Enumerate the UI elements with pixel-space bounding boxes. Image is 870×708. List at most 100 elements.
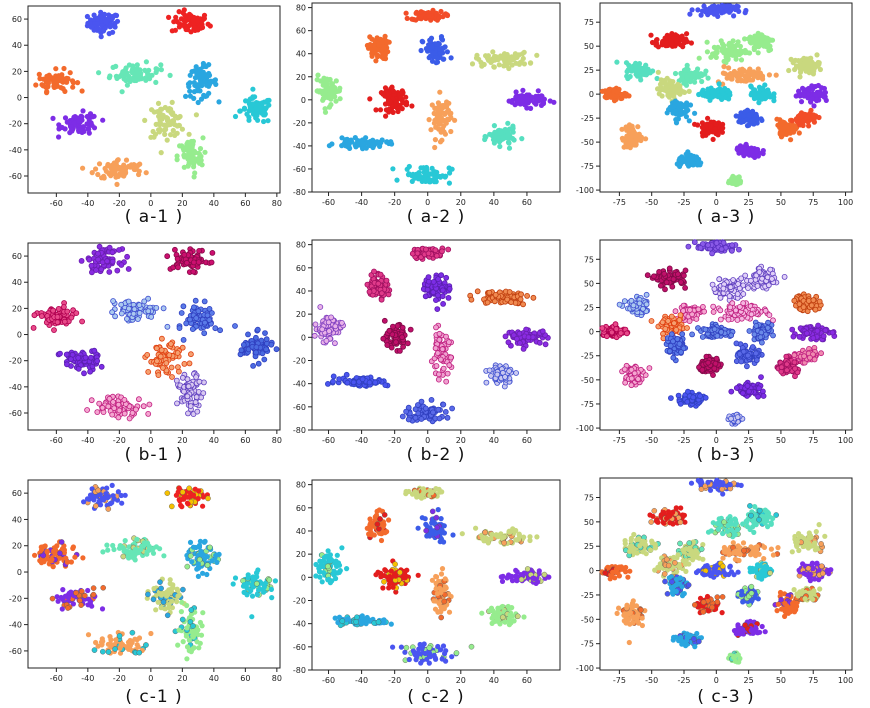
scatter-point xyxy=(710,129,716,135)
scatter-point xyxy=(716,276,723,283)
scatter-point xyxy=(209,249,216,256)
scatter-point xyxy=(436,114,442,120)
scatter-point xyxy=(655,86,661,92)
scatter-point xyxy=(436,330,443,337)
y-tick-label: -75 xyxy=(581,162,594,171)
y-tick-label: -20 xyxy=(9,120,22,129)
scatter-point xyxy=(311,332,318,339)
scatter-point xyxy=(75,365,82,372)
y-tick-label: 60 xyxy=(296,27,306,36)
y-tick-label: 20 xyxy=(296,310,306,319)
scatter-point xyxy=(204,74,210,80)
scatter-point xyxy=(123,65,129,71)
scatter-point xyxy=(179,374,186,381)
scatter-point xyxy=(111,405,118,412)
scatter-point xyxy=(431,50,437,56)
scatter-point xyxy=(158,335,165,342)
scatter-point xyxy=(765,282,772,289)
scatter-point xyxy=(429,43,435,50)
scatter-point xyxy=(742,50,748,56)
scatter-point xyxy=(320,97,326,103)
scatter-point xyxy=(655,44,662,50)
scatter-point xyxy=(733,71,739,77)
x-tick-label: 60 xyxy=(522,198,532,207)
scatter-point xyxy=(445,294,452,301)
scatter-point xyxy=(680,102,686,109)
scatter-point xyxy=(67,70,73,76)
scatter-point xyxy=(619,126,625,132)
scatter-point xyxy=(432,144,438,151)
scatter-point xyxy=(177,143,183,149)
x-tick-label: -60 xyxy=(50,436,63,445)
scatter-point xyxy=(515,97,521,103)
scatter-point xyxy=(324,380,331,387)
scatter-point xyxy=(717,6,724,12)
scatter-point xyxy=(473,55,480,61)
scatter-point xyxy=(800,85,806,91)
scatter-point xyxy=(350,379,357,386)
scatter-point xyxy=(659,93,665,99)
scatter-point xyxy=(332,323,339,330)
scatter-point xyxy=(90,114,96,120)
scatter-point xyxy=(121,410,128,417)
scatter-point xyxy=(31,312,38,319)
scatter-point xyxy=(720,125,726,131)
scatter-point xyxy=(715,132,721,138)
x-tick-label: 20 xyxy=(456,436,466,445)
scatter-point xyxy=(338,319,345,326)
scatter-point xyxy=(118,262,125,268)
scatter-point xyxy=(110,64,116,70)
scatter-point xyxy=(216,99,222,105)
scatter-point xyxy=(511,137,517,143)
scatter-point xyxy=(88,397,95,404)
y-tick-label: 0 xyxy=(301,96,306,105)
scatter-point xyxy=(439,346,446,353)
scatter-point xyxy=(386,327,393,334)
scatter-point xyxy=(759,96,765,102)
scatter-point xyxy=(94,409,101,416)
scatter-point xyxy=(736,246,742,253)
y-tick-label: -20 xyxy=(293,119,306,128)
scatter-point xyxy=(372,379,379,386)
scatter-point xyxy=(113,73,119,79)
scatter-point xyxy=(626,62,632,68)
scatter-point xyxy=(174,255,181,262)
scatter-point xyxy=(709,250,715,257)
scatter-point xyxy=(107,73,113,79)
scatter-point xyxy=(720,285,727,292)
scatter-point xyxy=(784,123,790,129)
scatter-point xyxy=(52,78,58,84)
scatter-point xyxy=(169,111,175,117)
scatter-point xyxy=(767,37,773,43)
y-tick-label: 60 xyxy=(12,252,22,261)
scatter-point xyxy=(513,370,519,376)
scatter-point xyxy=(192,25,198,31)
scatter-point xyxy=(255,117,261,123)
scatter-point xyxy=(433,363,440,369)
scatter-point xyxy=(199,71,205,77)
scatter-point xyxy=(748,277,754,284)
scatter-point xyxy=(497,129,504,135)
scatter-point xyxy=(718,246,725,253)
scatter-point xyxy=(510,129,516,135)
panel-caption: ( a-3 ) xyxy=(697,207,755,227)
scatter-point xyxy=(808,107,814,113)
scatter-point xyxy=(727,284,734,291)
scatter-point xyxy=(540,100,547,107)
y-tick-label: -40 xyxy=(9,146,22,155)
scatter-point xyxy=(173,14,179,20)
scatter-point xyxy=(55,305,62,312)
scatter-point xyxy=(781,273,788,280)
scatter-point xyxy=(50,115,56,121)
x-tick-label: 75 xyxy=(808,198,818,207)
scatter-point xyxy=(486,289,493,296)
scatter-point xyxy=(399,88,405,94)
scatter-point xyxy=(253,349,259,356)
scatter-point xyxy=(146,401,153,408)
scatter-point xyxy=(128,162,134,168)
scatter-point xyxy=(317,304,324,310)
scatter-point xyxy=(675,271,681,278)
scatter-point xyxy=(61,65,67,72)
scatter-point xyxy=(755,30,761,36)
scatter-point xyxy=(69,127,75,133)
